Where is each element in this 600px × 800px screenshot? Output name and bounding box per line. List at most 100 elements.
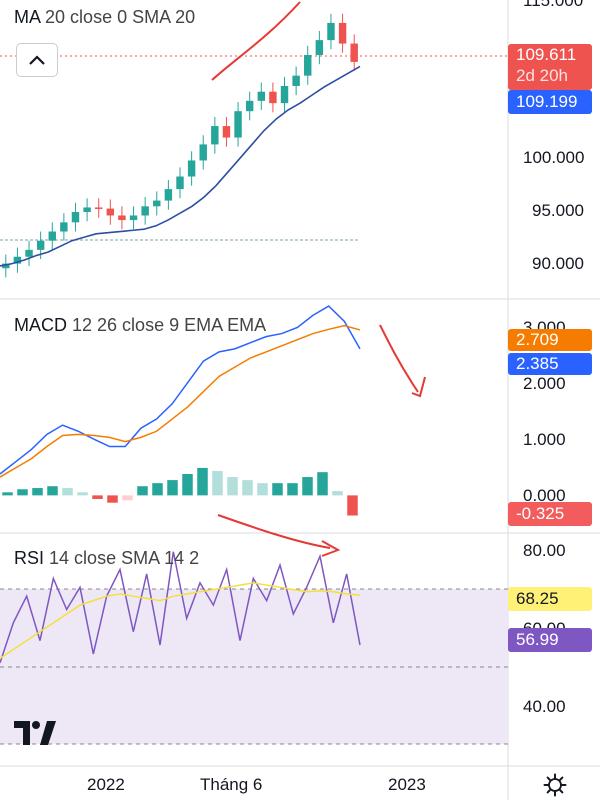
candle-body — [13, 256, 22, 264]
macd-histogram-bar — [347, 495, 358, 516]
macd-histogram-bar — [62, 488, 73, 496]
macd-histogram-bar — [272, 483, 283, 496]
macd-histogram-bar — [107, 495, 118, 503]
macd-line — [0, 305, 361, 475]
rsi-tick: 40.00 — [523, 697, 566, 716]
price-tick: 95.000 — [532, 201, 584, 220]
macd-tick: 1.000 — [523, 430, 566, 449]
time-axis-label: 2023 — [388, 775, 426, 794]
macd-histogram-bar — [242, 480, 253, 496]
candle-body — [234, 111, 242, 138]
candle-body — [48, 231, 56, 241]
candle-body — [94, 207, 103, 209]
candle-body — [292, 75, 300, 86]
rsi-sma-value-tag: 68.25 — [508, 587, 592, 611]
candle-body — [315, 40, 324, 56]
rsi-band — [0, 589, 508, 744]
candle-body — [304, 55, 312, 76]
macd-histogram-bar — [92, 495, 103, 500]
candle-body — [25, 249, 33, 257]
macd-histogram-bar — [17, 489, 28, 496]
macd-histogram-bar — [77, 492, 88, 496]
macd-histogram-bar — [32, 488, 43, 496]
candle-body — [280, 85, 289, 104]
macd-histogram-bar — [227, 477, 238, 496]
chevron-up-icon — [29, 55, 45, 65]
rsi-line — [0, 551, 361, 664]
gear-icon[interactable] — [543, 773, 567, 797]
macd-histogram-bar — [212, 470, 223, 496]
annotation-arrow-rsi — [217, 514, 341, 557]
candle-body — [327, 22, 335, 41]
tradingview-logo-icon[interactable] — [14, 718, 56, 748]
macd-group — [0, 305, 361, 516]
candle-body — [245, 100, 254, 112]
price-indicator-name: MA — [14, 7, 41, 27]
ma-value-tag: 109.199 — [508, 90, 592, 114]
candles-group — [2, 13, 358, 278]
collapse-legend-button[interactable] — [16, 43, 58, 77]
macd-histogram-bar — [317, 472, 328, 496]
rsi-tick: 80.00 — [523, 541, 566, 560]
bar-countdown: 2d 20h — [516, 66, 568, 85]
ma-line — [0, 65, 361, 267]
candle-body — [60, 222, 68, 232]
time-axis-label: 2022 — [87, 775, 125, 794]
candle-body — [269, 91, 277, 104]
candle-body — [129, 215, 138, 221]
candle-body — [153, 200, 161, 207]
rsi-value-tag: 56.99 — [508, 628, 592, 652]
price-indicator-params: 20 close 0 SMA 20 — [45, 7, 196, 27]
candle-body — [2, 263, 10, 269]
ma-group — [0, 65, 361, 267]
candle-body — [187, 160, 196, 177]
price-tick: 90.000 — [532, 254, 584, 273]
signal-value-tag: 2.709 — [508, 329, 592, 351]
macd-histogram-bar — [197, 467, 208, 496]
macd-legend[interactable]: MACD 12 26 close 9 EMA EMA — [14, 315, 266, 336]
last-price-tag: 109.611 2d 20h — [508, 44, 592, 90]
candle-body — [36, 240, 45, 250]
macd-histogram-bar — [167, 480, 178, 496]
macd-histogram-bar — [122, 495, 133, 501]
rsi-legend[interactable]: RSI 14 close SMA 14 2 — [14, 548, 199, 569]
candle-body — [118, 215, 126, 221]
macd-histogram-bar — [182, 474, 193, 496]
macd-histogram-bar — [2, 492, 13, 496]
macd-tick: 2.000 — [523, 374, 566, 393]
rsi-indicator-name: RSI — [14, 548, 45, 568]
macd-histogram-bar — [257, 483, 268, 496]
candle-body — [71, 212, 80, 223]
candle-body — [338, 22, 347, 44]
candle-body — [106, 208, 115, 216]
rsi-group — [0, 551, 361, 664]
candle-body — [211, 126, 219, 145]
macd-indicator-params: 12 26 close 9 EMA EMA — [72, 315, 267, 335]
macd-histogram-bar — [137, 486, 148, 496]
candle-body — [350, 43, 358, 62]
price-tick: 100.000 — [523, 148, 585, 167]
candle-body — [164, 189, 173, 201]
macd-histogram-bar — [302, 477, 313, 496]
time-axis-label: Tháng 6 — [200, 775, 263, 794]
macd-indicator-name: MACD — [14, 315, 67, 335]
price-tick: 115.000 — [523, 0, 584, 10]
candle-body — [199, 144, 207, 161]
candle-body — [222, 126, 231, 138]
price-legend[interactable]: MA 20 close 0 SMA 20 — [14, 7, 195, 28]
candle-body — [83, 207, 91, 213]
macd-tick: 0.000 — [523, 486, 566, 505]
candle-body — [176, 176, 184, 190]
macd-signal-line — [0, 324, 361, 478]
rsi-sma-line — [0, 582, 361, 660]
annotation-arrow-macd — [379, 324, 426, 398]
macd-histogram-bar — [152, 483, 163, 496]
macd-histogram-bar — [287, 483, 298, 496]
candle-body — [257, 91, 266, 101]
last-price-value: 109.611 — [516, 45, 577, 64]
macd-value-tag: 2.385 — [508, 353, 592, 375]
annotation-arrow-price — [211, 1, 301, 81]
macd-histogram-bar — [332, 491, 343, 496]
candle-body — [141, 206, 149, 216]
